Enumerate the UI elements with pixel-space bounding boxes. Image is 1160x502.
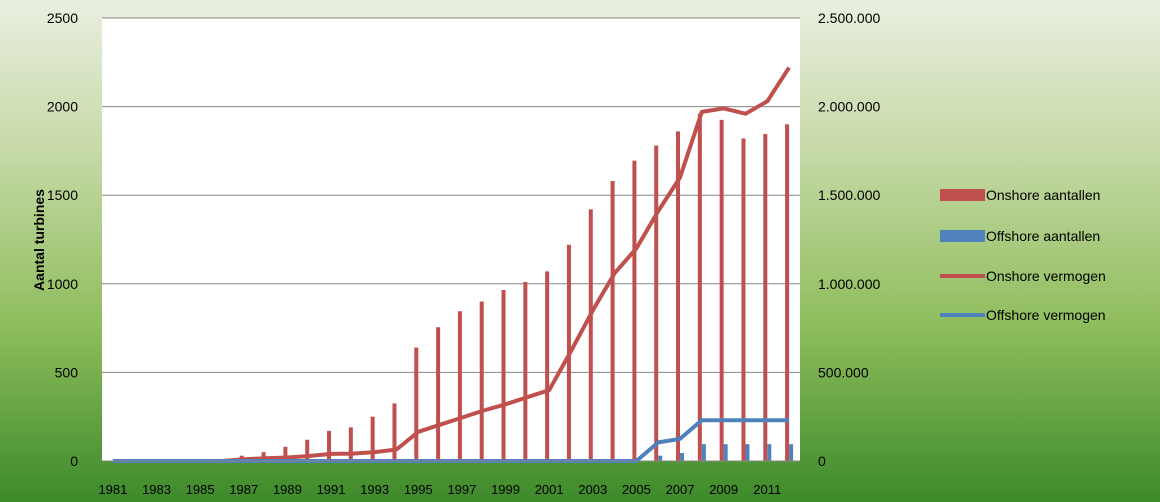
legend-item-onshore-aantallen: Onshore aantallen	[940, 187, 1100, 203]
x-tick-label: 1993	[360, 482, 389, 497]
bar-onshore-aantallen-1998	[479, 301, 484, 461]
y2-tick-label: 0	[818, 453, 826, 469]
legend-label: Onshore aantallen	[986, 187, 1100, 203]
legend-swatch	[940, 230, 985, 242]
bar-offshore-aantallen-2010	[745, 444, 750, 461]
x-tick-label: 1985	[186, 482, 215, 497]
x-tick-label: 1997	[447, 482, 476, 497]
y2-tick-label: 2.000.000	[818, 99, 880, 115]
bar-onshore-aantallen-2000	[523, 282, 528, 461]
legend-label: Offshore aantallen	[986, 228, 1100, 244]
bar-onshore-aantallen-2009	[719, 119, 724, 461]
bar-onshore-aantallen-2007	[676, 131, 681, 461]
y2-tick-label: 1.000.000	[818, 276, 880, 292]
y-tick-label: 0	[70, 453, 78, 469]
x-tick-label: 2011	[753, 482, 781, 497]
bar-onshore-aantallen-2008	[697, 113, 702, 462]
y2-tick-label: 1.500.000	[818, 187, 880, 203]
bar-onshore-aantallen-1997	[457, 311, 462, 461]
legend-label: Offshore vermogen	[986, 307, 1106, 323]
y-axis-right: 0 500.000 1.000.000 1.500.000 2.000.000 2.500…	[818, 10, 880, 469]
bar-onshore-aantallen-1999	[501, 290, 506, 461]
legend-item-offshore-vermogen: Offshore vermogen	[940, 307, 1106, 323]
legend-item-offshore-aantallen: Offshore aantallen	[940, 228, 1100, 244]
x-tick-label: 2003	[578, 482, 607, 497]
bar-onshore-aantallen-1990	[305, 439, 310, 461]
y-tick-label: 2000	[47, 99, 78, 115]
y-axis-left: 0 500 1000 1500 2000 2500	[47, 10, 78, 469]
bar-onshore-aantallen-1994	[392, 403, 397, 461]
x-tick-label: 1983	[142, 482, 171, 497]
legend: Onshore aantallen Offshore aantallen Onsho…	[940, 187, 1106, 323]
bar-offshore-aantallen-2011	[767, 444, 772, 461]
bar-offshore-aantallen-2012	[789, 444, 794, 461]
bar-onshore-aantallen-2001	[545, 271, 550, 461]
bar-offshore-aantallen-2008	[701, 444, 706, 461]
x-tick-label: 1995	[404, 482, 433, 497]
x-tick-label: 2005	[622, 482, 651, 497]
legend-swatch	[940, 189, 985, 201]
x-tick-label: 2001	[535, 482, 564, 497]
x-tick-label: 1987	[229, 482, 258, 497]
legend-label: Onshore vermogen	[986, 268, 1106, 284]
x-tick-label: 1981	[98, 482, 127, 497]
bar-onshore-aantallen-2010	[741, 138, 746, 461]
x-tick-label: 1999	[491, 482, 520, 497]
bar-onshore-aantallen-2005	[632, 160, 637, 461]
y2-tick-label: 2.500.000	[818, 10, 880, 26]
y-tick-label: 500	[55, 364, 79, 380]
y-axis-label: Aantal turbines	[31, 189, 47, 291]
legend-item-onshore-vermogen: Onshore vermogen	[940, 268, 1106, 284]
bar-onshore-aantallen-1993	[370, 416, 375, 461]
bar-onshore-aantallen-2012	[785, 124, 790, 461]
bar-onshore-aantallen-1996	[436, 327, 441, 461]
bar-offshore-aantallen-2006	[658, 455, 663, 461]
y-tick-label: 1000	[47, 276, 78, 292]
x-axis: 1981 1983 1985 1987 1989 1991 1993 1995 1997 1999…	[98, 482, 781, 497]
y-tick-label: 1500	[47, 187, 78, 203]
bar-onshore-aantallen-2003	[588, 209, 593, 461]
bar-onshore-aantallen-2004	[610, 181, 615, 462]
x-tick-label: 1989	[273, 482, 302, 497]
bar-onshore-aantallen-1991	[327, 430, 332, 461]
y-tick-label: 2500	[47, 10, 78, 26]
x-tick-label: 1991	[317, 482, 346, 497]
bar-onshore-aantallen-1995	[414, 347, 419, 461]
bar-onshore-aantallen-1989	[283, 446, 288, 461]
bar-offshore-aantallen-2007	[680, 453, 685, 461]
plot-area	[102, 18, 800, 461]
gridlines	[102, 17, 800, 373]
bar-onshore-aantallen-2011	[763, 134, 768, 462]
bar-onshore-aantallen-2006	[654, 145, 659, 462]
x-tick-label: 2007	[666, 482, 695, 497]
bar-offshore-aantallen-2009	[723, 444, 728, 461]
bar-onshore-aantallen-1992	[348, 427, 353, 461]
y2-tick-label: 500.000	[818, 364, 869, 380]
x-tick-label: 2009	[709, 482, 738, 497]
